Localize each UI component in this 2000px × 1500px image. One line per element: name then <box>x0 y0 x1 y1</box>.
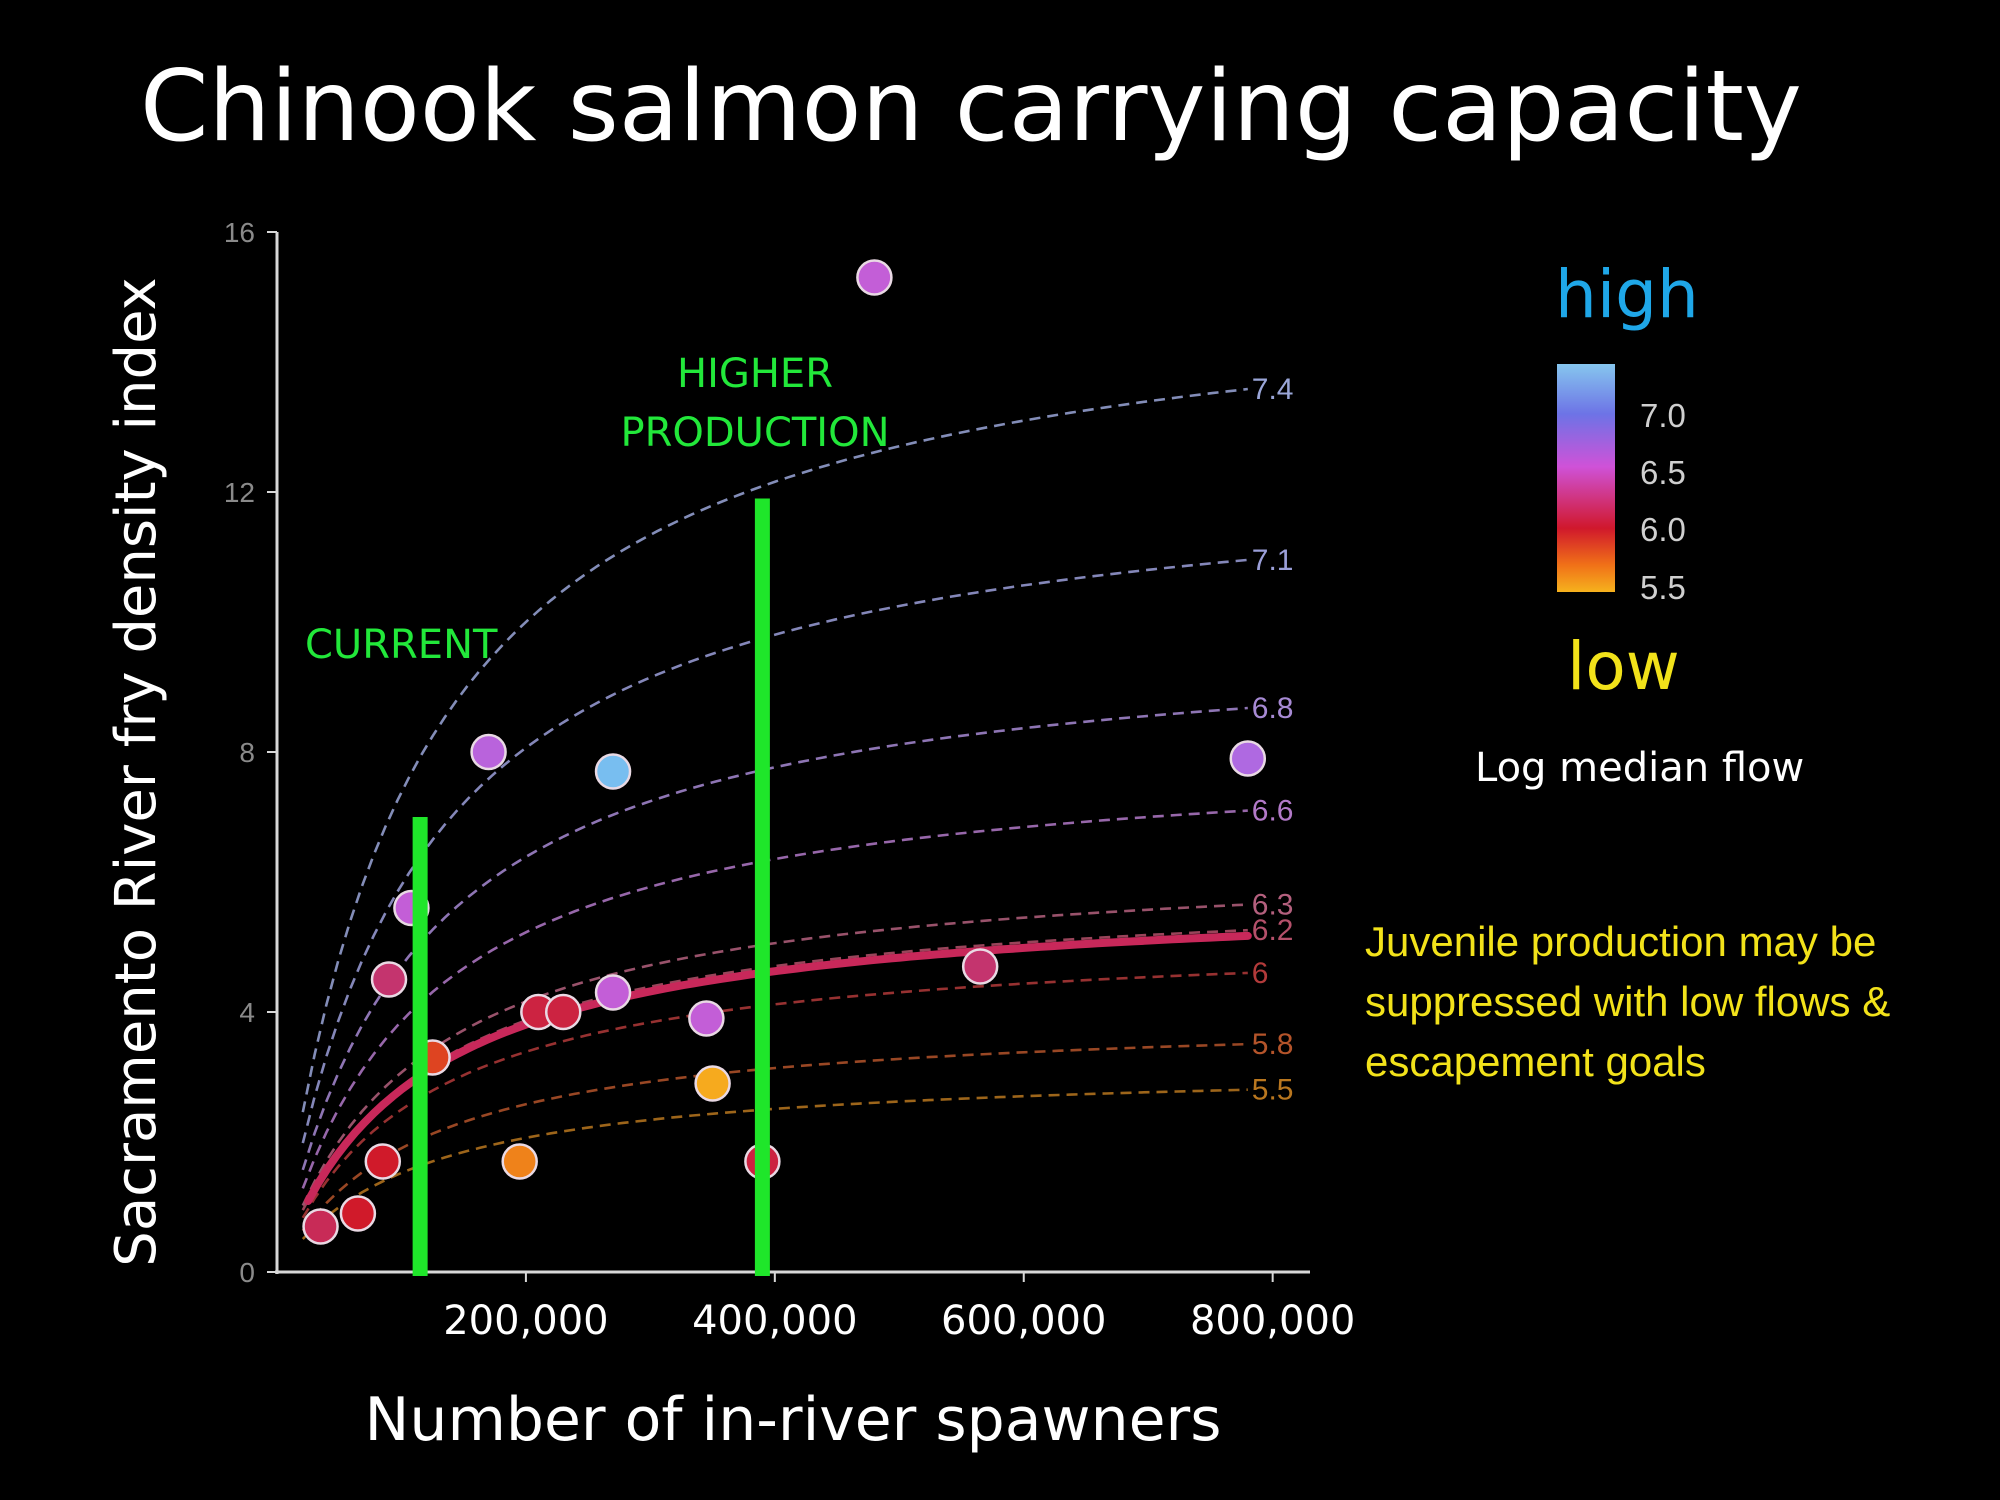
data-point <box>370 961 408 998</box>
legend-tick-label: 7.0 <box>1640 397 1686 434</box>
data-point <box>856 259 893 296</box>
data-point <box>545 993 582 1031</box>
data-point <box>594 753 632 790</box>
plot-area: 0 4 8 12 16 200,000 400,000 600,000 800,000 7.4 7.… <box>224 217 1356 1344</box>
flow-curve-7-1 <box>301 558 1248 1144</box>
flow-curve-7-4 <box>301 387 1248 1113</box>
slide-title: Chinook salmon carrying capacity <box>140 50 1802 164</box>
flow-curve-label: 6.3 <box>1252 889 1294 922</box>
data-point <box>302 1208 339 1245</box>
flow-curve-label: 6.8 <box>1252 692 1294 725</box>
annotation-higher-production-line1: HIGHER <box>677 351 833 397</box>
flow-curve-label: 7.1 <box>1252 544 1294 577</box>
flow-curve-label: 6 <box>1252 957 1269 990</box>
x-tick-label: 200,000 <box>443 1298 608 1344</box>
data-point <box>470 733 507 771</box>
flow-color-legend: 7.0 6.5 6.0 5.5 <box>1557 364 1686 606</box>
data-point <box>961 948 999 985</box>
data-point <box>594 974 632 1011</box>
legend-color-bar <box>1557 364 1615 592</box>
y-axis-title: Sacramento River fry density index <box>104 277 169 1266</box>
x-axis-title: Number of in-river spawners <box>365 1385 1222 1455</box>
x-tick-label: 600,000 <box>941 1298 1106 1344</box>
annotation-current: CURRENT <box>305 622 498 668</box>
legend-tick-label: 6.0 <box>1640 511 1686 548</box>
legend-high-label: high <box>1555 256 1699 333</box>
data-point <box>501 1143 538 1180</box>
legend-tick-label: 6.5 <box>1640 454 1686 491</box>
y-tick-label: 0 <box>239 1257 255 1288</box>
flow-curve-6-2 <box>301 928 1248 1211</box>
data-point <box>694 1065 731 1102</box>
x-tick-label: 800,000 <box>1190 1298 1355 1344</box>
x-tick-label: 400,000 <box>692 1298 857 1344</box>
y-tick-label: 8 <box>239 737 255 768</box>
flow-curve-5-5 <box>301 1088 1248 1240</box>
y-tick-label: 4 <box>239 997 255 1028</box>
legend-caption: Log median flow <box>1475 745 1805 791</box>
flow-curve-label: 7.4 <box>1252 373 1294 406</box>
y-tick-label: 16 <box>224 217 255 248</box>
flow-curve-6 <box>301 971 1248 1219</box>
legend-low-label: low <box>1567 628 1680 705</box>
flow-curve-6-3 <box>301 903 1248 1207</box>
flow-curve-label: 6.2 <box>1252 914 1294 947</box>
flow-curve-6-8 <box>301 706 1248 1171</box>
flow-curve-6-6 <box>301 809 1248 1189</box>
flow-curve-5-8 <box>301 1042 1248 1232</box>
note-text: Juvenile production may be suppressed wi… <box>1365 918 1891 1085</box>
fit-curve <box>304 931 1252 1205</box>
data-point <box>364 1143 402 1180</box>
legend-tick-label: 5.5 <box>1640 569 1686 606</box>
flow-curve-label: 5.8 <box>1252 1028 1294 1061</box>
y-tick-label: 12 <box>224 477 255 508</box>
flow-curve-label: 5.5 <box>1252 1074 1294 1107</box>
data-point <box>339 1195 377 1232</box>
data-point <box>688 1000 725 1037</box>
flow-curve-label: 6.6 <box>1252 795 1294 828</box>
annotation-higher-production-line2: PRODUCTION <box>620 410 889 456</box>
data-point <box>1229 740 1267 777</box>
